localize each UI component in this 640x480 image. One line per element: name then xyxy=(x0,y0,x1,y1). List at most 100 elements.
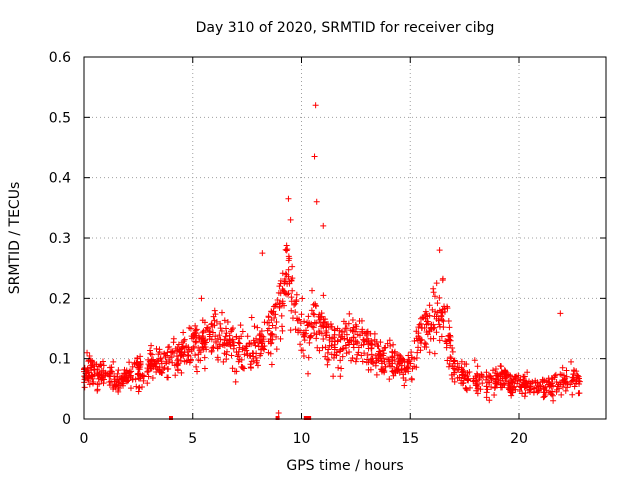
data-point xyxy=(98,368,105,375)
data-point xyxy=(363,332,370,339)
y-tick-label: 0.1 xyxy=(49,352,71,368)
data-point xyxy=(310,324,317,331)
data-point xyxy=(110,386,117,393)
data-point xyxy=(289,275,296,282)
data-point xyxy=(295,327,302,334)
data-point xyxy=(115,376,122,383)
data-point xyxy=(233,333,240,340)
data-point xyxy=(509,379,516,386)
data-point xyxy=(208,321,215,328)
zero-value-point xyxy=(169,416,173,420)
data-point xyxy=(550,397,557,404)
data-point xyxy=(243,343,250,350)
data-point xyxy=(570,370,577,377)
data-point xyxy=(208,348,215,355)
data-point xyxy=(228,326,235,333)
data-point xyxy=(444,357,451,364)
data-point xyxy=(251,339,258,346)
data-point xyxy=(335,364,342,371)
data-point xyxy=(557,310,564,317)
data-point xyxy=(365,345,372,352)
data-point xyxy=(521,393,528,400)
data-point xyxy=(428,321,435,328)
data-point xyxy=(193,326,200,333)
data-point xyxy=(368,351,375,358)
data-point xyxy=(337,357,344,364)
data-point xyxy=(235,348,242,355)
data-point xyxy=(451,357,458,364)
data-point xyxy=(181,336,188,343)
data-point xyxy=(364,351,371,358)
data-point xyxy=(506,386,513,393)
data-point xyxy=(376,351,383,358)
data-point xyxy=(208,320,215,327)
x-tick-label: 10 xyxy=(293,431,311,447)
data-point xyxy=(386,376,393,383)
data-point xyxy=(305,354,312,361)
data-point xyxy=(369,355,376,362)
data-point xyxy=(157,356,164,363)
data-point xyxy=(491,392,498,399)
data-point xyxy=(166,343,173,350)
zero-value-point xyxy=(275,416,280,420)
data-point xyxy=(220,358,227,365)
data-point xyxy=(166,358,173,365)
data-point xyxy=(311,330,318,337)
data-point xyxy=(391,356,398,363)
data-point xyxy=(136,361,143,368)
data-point xyxy=(540,394,547,401)
grid xyxy=(84,57,606,419)
data-point xyxy=(328,351,335,358)
data-point xyxy=(195,344,202,351)
data-point xyxy=(413,364,420,371)
data-point xyxy=(178,345,185,352)
data-point xyxy=(239,365,246,372)
data-point xyxy=(185,352,192,359)
data-point xyxy=(436,307,443,314)
data-point xyxy=(323,327,330,334)
data-point xyxy=(293,296,300,303)
data-point xyxy=(506,385,513,392)
data-point xyxy=(146,362,153,369)
data-point xyxy=(311,153,318,160)
data-point xyxy=(432,308,439,315)
data-point xyxy=(309,287,316,294)
data-point xyxy=(261,319,268,326)
data-point xyxy=(559,364,566,371)
data-point xyxy=(108,368,115,375)
data-point xyxy=(561,378,568,385)
data-point xyxy=(131,360,138,367)
data-point xyxy=(273,333,280,340)
data-point xyxy=(301,333,308,340)
data-point xyxy=(121,366,128,373)
data-point xyxy=(356,317,363,324)
data-point xyxy=(505,380,512,387)
data-point xyxy=(355,349,362,356)
data-point xyxy=(361,350,368,357)
data-point xyxy=(403,365,410,372)
data-point xyxy=(194,368,201,375)
data-point xyxy=(89,380,96,387)
data-point xyxy=(91,363,98,370)
data-point xyxy=(364,328,371,335)
data-point xyxy=(203,346,210,353)
x-tick-label: 15 xyxy=(401,431,419,447)
data-point xyxy=(301,318,308,325)
data-point xyxy=(223,330,230,337)
data-point xyxy=(313,198,320,205)
data-point xyxy=(345,320,352,327)
data-point xyxy=(288,298,295,305)
data-point xyxy=(338,365,345,372)
data-point xyxy=(229,338,236,345)
data-point xyxy=(201,319,208,326)
data-point xyxy=(268,316,275,323)
data-point xyxy=(337,373,344,380)
data-point xyxy=(283,242,290,249)
data-point xyxy=(454,366,461,373)
data-point xyxy=(212,333,219,340)
data-point xyxy=(426,349,433,356)
data-point xyxy=(192,327,199,334)
data-point xyxy=(327,320,334,327)
data-point xyxy=(196,335,203,342)
data-point xyxy=(217,320,224,327)
